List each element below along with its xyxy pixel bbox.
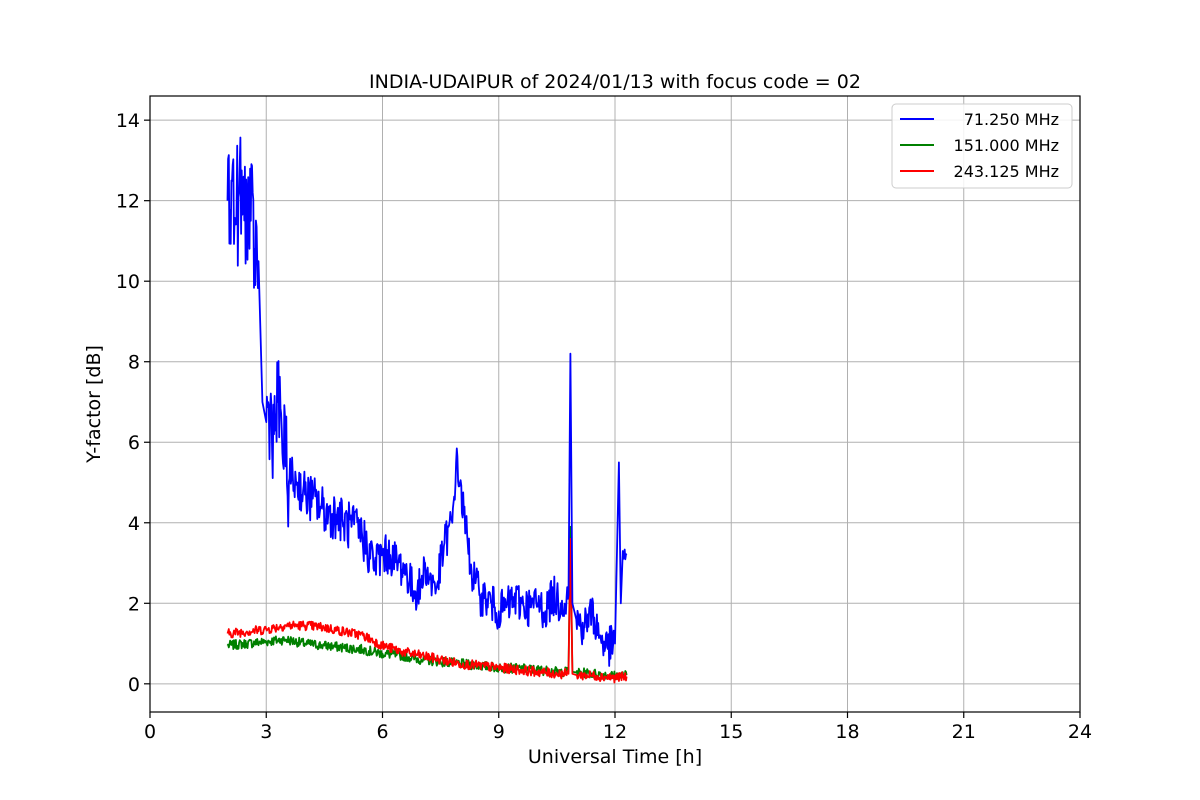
y-tick-label: 0 — [128, 674, 140, 696]
y-axis-title: Y-factor [dB] — [83, 345, 105, 464]
x-tick-label: 18 — [835, 721, 859, 743]
legend-box — [891, 103, 1073, 189]
x-tick-label: 21 — [952, 721, 976, 743]
y-tick-label: 10 — [116, 271, 140, 293]
x-tick-label: 24 — [1068, 721, 1092, 743]
x-tick-label: 3 — [260, 721, 272, 743]
y-tick-label: 14 — [116, 110, 140, 132]
x-tick-label: 9 — [493, 721, 505, 743]
legend-label: 243.125 MHz — [954, 162, 1059, 181]
x-tick-label: 0 — [144, 721, 156, 743]
y-tick-label: 8 — [128, 352, 140, 374]
x-tick-label: 12 — [603, 721, 627, 743]
series-lines — [226, 136, 628, 684]
legend-label: 151.000 MHz — [954, 136, 1059, 155]
y-tick-label: 6 — [128, 432, 140, 454]
y-tick-label: 4 — [128, 513, 140, 535]
x-tick-label: 15 — [719, 721, 743, 743]
legend: 71.250 MHz 151.000 MHz 243.125 MHz — [891, 103, 1073, 189]
y-tick-label: 2 — [128, 593, 140, 615]
y-tick-label: 12 — [116, 191, 140, 213]
legend-label: 71.250 MHz — [964, 110, 1059, 129]
x-axis-title: Universal Time [h] — [528, 746, 702, 768]
grid — [149, 96, 1081, 712]
series-line-2 — [226, 538, 628, 684]
chart-title: INDIA-UDAIPUR of 2024/01/13 with focus c… — [369, 71, 861, 93]
series-line-0 — [226, 136, 628, 667]
x-tick-label: 6 — [376, 721, 388, 743]
